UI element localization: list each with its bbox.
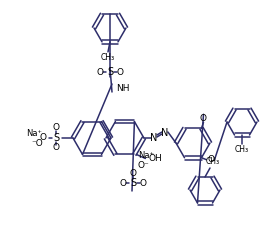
- Text: CH₃: CH₃: [206, 157, 220, 166]
- Text: O: O: [200, 114, 207, 123]
- Text: NH: NH: [116, 83, 130, 92]
- Text: Na⁺: Na⁺: [26, 130, 42, 138]
- Text: O: O: [130, 168, 137, 178]
- Text: OH: OH: [148, 154, 162, 163]
- Text: S: S: [53, 133, 59, 143]
- Text: CH₃: CH₃: [101, 53, 115, 62]
- Text: S: S: [107, 67, 113, 77]
- Text: S: S: [130, 178, 136, 188]
- Text: O: O: [52, 124, 59, 132]
- Text: O: O: [96, 67, 103, 76]
- Text: O: O: [39, 134, 46, 142]
- Text: O: O: [116, 67, 123, 76]
- Text: O: O: [120, 179, 127, 188]
- Text: CH₃: CH₃: [235, 146, 249, 154]
- Text: O⁻: O⁻: [138, 161, 150, 169]
- Text: O: O: [140, 179, 147, 188]
- Text: N: N: [150, 133, 158, 143]
- Text: O: O: [207, 155, 214, 164]
- Text: Na⁺: Na⁺: [138, 152, 154, 161]
- Text: N: N: [161, 128, 168, 138]
- Text: O: O: [52, 143, 59, 152]
- Text: ⁻O: ⁻O: [31, 138, 43, 147]
